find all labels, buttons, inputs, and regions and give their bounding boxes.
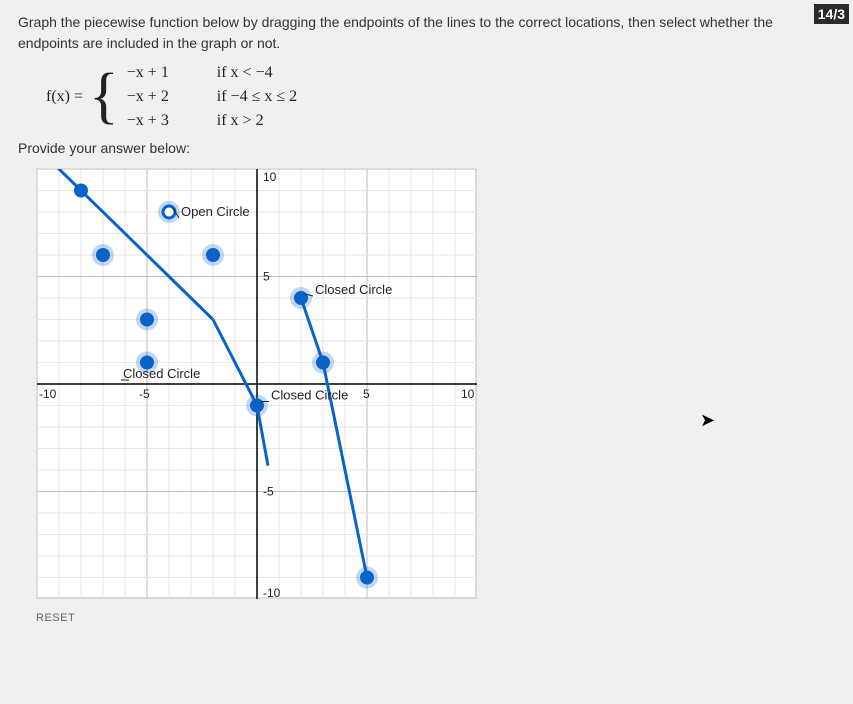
svg-text:5: 5: [363, 387, 370, 401]
piecewise-case: −x + 3 if x > 2: [127, 112, 297, 130]
svg-text:Open Circle: Open Circle: [181, 204, 250, 219]
piecewise-function: f(x) = { −x + 1 if x < −4 −x + 2 if −4 ≤…: [46, 64, 835, 130]
reset-button[interactable]: RESET: [36, 612, 835, 624]
progress-indicator: 14/3: [814, 4, 849, 24]
svg-text:-10: -10: [39, 387, 57, 401]
answer-instruction: Provide your answer below:: [18, 140, 835, 156]
svg-text:-5: -5: [263, 485, 274, 499]
piecewise-case: −x + 1 if x < −4: [127, 64, 297, 82]
svg-text:10: 10: [461, 387, 475, 401]
svg-text:10: 10: [263, 170, 277, 184]
svg-text:Closed Circle: Closed Circle: [315, 282, 392, 297]
cursor-icon: ➤: [700, 410, 715, 431]
piecewise-brace: {: [89, 75, 119, 118]
piecewise-lhs: f(x) =: [46, 88, 83, 106]
svg-text:-10: -10: [263, 586, 281, 599]
svg-text:5: 5: [263, 270, 270, 284]
svg-text:Closed Circle: Closed Circle: [271, 388, 348, 403]
svg-text:-5: -5: [139, 387, 150, 401]
graph-canvas[interactable]: -10 10 5 -5 10 -10 5 -5 Open Circle Closed Circle…: [36, 168, 476, 598]
piecewise-case: −x + 2 if −4 ≤ x ≤ 2: [127, 88, 297, 106]
question-text: Graph the piecewise function below by dr…: [18, 12, 835, 54]
svg-text:Closed Circle: Closed Circle: [123, 366, 200, 381]
